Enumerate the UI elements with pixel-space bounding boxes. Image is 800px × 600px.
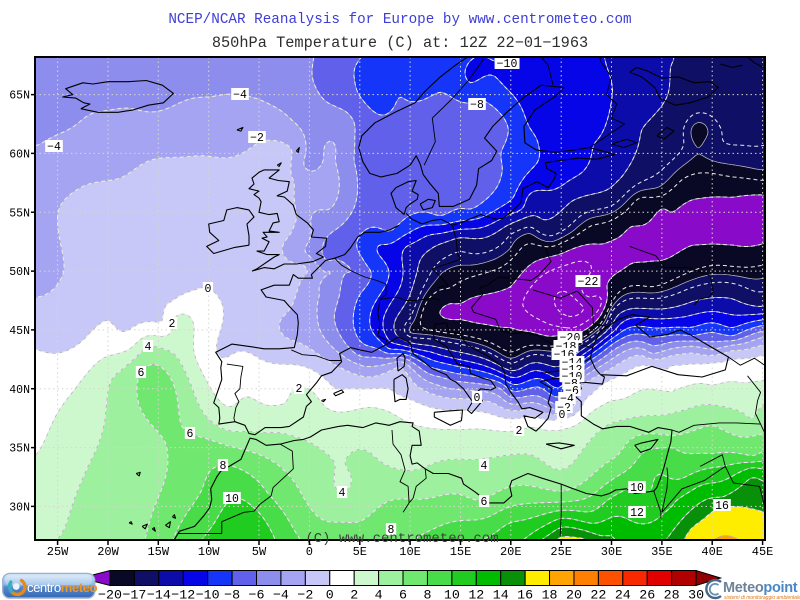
svg-text:6: 6 — [481, 496, 488, 509]
svg-text:45E: 45E — [752, 545, 774, 559]
svg-text:5W: 5W — [252, 545, 267, 559]
svg-text:−2: −2 — [297, 588, 313, 600]
svg-text:15E: 15E — [450, 545, 472, 559]
svg-text:30E: 30E — [601, 545, 623, 559]
svg-text:−17: −17 — [122, 588, 146, 600]
svg-text:14: 14 — [493, 588, 509, 600]
svg-text:850hPa Temperature (C) at: 12Z: 850hPa Temperature (C) at: 12Z 22−01−196… — [212, 34, 588, 52]
svg-text:22: 22 — [590, 588, 606, 600]
svg-text:10: 10 — [444, 588, 460, 600]
svg-text:−14: −14 — [147, 588, 171, 600]
svg-text:2: 2 — [516, 425, 523, 438]
svg-text:−2: −2 — [250, 132, 264, 145]
svg-text:50N: 50N — [9, 266, 30, 279]
svg-text:−20: −20 — [98, 588, 122, 600]
svg-text:sistemi di monitoraggio ambien: sistemi di monitoraggio ambientale — [724, 595, 800, 600]
svg-text:40N: 40N — [9, 384, 30, 397]
svg-text:2: 2 — [169, 318, 176, 331]
svg-text:−8: −8 — [470, 99, 484, 112]
svg-text:−6: −6 — [249, 588, 265, 600]
svg-text:12: 12 — [630, 507, 644, 520]
svg-text:10: 10 — [225, 493, 239, 506]
svg-text:28: 28 — [664, 588, 680, 600]
svg-text:NCEP/NCAR Reanalysis for Europ: NCEP/NCAR Reanalysis for Europe by www.c… — [168, 12, 631, 28]
svg-text:10E: 10E — [399, 545, 421, 559]
svg-text:8: 8 — [388, 524, 395, 537]
svg-text:15W: 15W — [147, 545, 169, 559]
svg-text:0: 0 — [205, 283, 212, 296]
svg-text:−8: −8 — [224, 588, 240, 600]
svg-text:35N: 35N — [9, 443, 30, 456]
svg-text:−10: −10 — [497, 58, 518, 71]
svg-text:26: 26 — [639, 588, 655, 600]
svg-text:4: 4 — [339, 487, 346, 500]
svg-text:−4: −4 — [233, 89, 247, 102]
svg-text:−4: −4 — [47, 141, 61, 154]
svg-text:35E: 35E — [651, 545, 673, 559]
svg-text:60N: 60N — [9, 148, 30, 161]
svg-text:−22: −22 — [578, 276, 599, 289]
svg-text:6: 6 — [187, 428, 194, 441]
svg-text:6: 6 — [138, 367, 145, 380]
svg-text:4: 4 — [375, 588, 383, 600]
svg-text:55N: 55N — [9, 207, 30, 220]
svg-text:centrometeo: centrometeo — [27, 580, 97, 595]
svg-text:20W: 20W — [97, 545, 119, 559]
svg-text:25W: 25W — [47, 545, 69, 559]
svg-text:20E: 20E — [500, 545, 522, 559]
svg-text:25E: 25E — [550, 545, 572, 559]
svg-text:40E: 40E — [701, 545, 723, 559]
svg-text:45N: 45N — [9, 325, 30, 338]
svg-text:20: 20 — [566, 588, 582, 600]
svg-text:6: 6 — [399, 588, 407, 600]
svg-text:Meteopoint: Meteopoint — [723, 580, 798, 596]
svg-text:16: 16 — [517, 588, 533, 600]
svg-text:18: 18 — [542, 588, 558, 600]
svg-text:8: 8 — [220, 460, 227, 473]
svg-text:(C) www.centrometeo.com: (C) www.centrometeo.com — [305, 531, 498, 547]
svg-text:24: 24 — [615, 588, 631, 600]
svg-text:4: 4 — [481, 460, 488, 473]
svg-text:5E: 5E — [353, 545, 367, 559]
svg-text:2: 2 — [296, 383, 303, 396]
svg-text:30: 30 — [688, 588, 704, 600]
svg-text:−4: −4 — [273, 588, 289, 600]
svg-text:12: 12 — [468, 588, 484, 600]
svg-text:−10: −10 — [196, 588, 220, 600]
svg-text:2: 2 — [350, 588, 358, 600]
svg-text:10W: 10W — [198, 545, 220, 559]
svg-text:65N: 65N — [9, 90, 30, 103]
svg-text:0: 0 — [326, 588, 334, 600]
svg-text:0: 0 — [306, 545, 313, 559]
svg-text:4: 4 — [145, 341, 152, 354]
svg-text:10: 10 — [630, 482, 644, 495]
svg-text:16: 16 — [715, 500, 729, 513]
svg-text:0: 0 — [474, 392, 481, 405]
svg-text:0: 0 — [559, 409, 566, 422]
svg-text:8: 8 — [423, 588, 431, 600]
svg-text:30N: 30N — [9, 501, 30, 514]
svg-text:−12: −12 — [171, 588, 195, 600]
